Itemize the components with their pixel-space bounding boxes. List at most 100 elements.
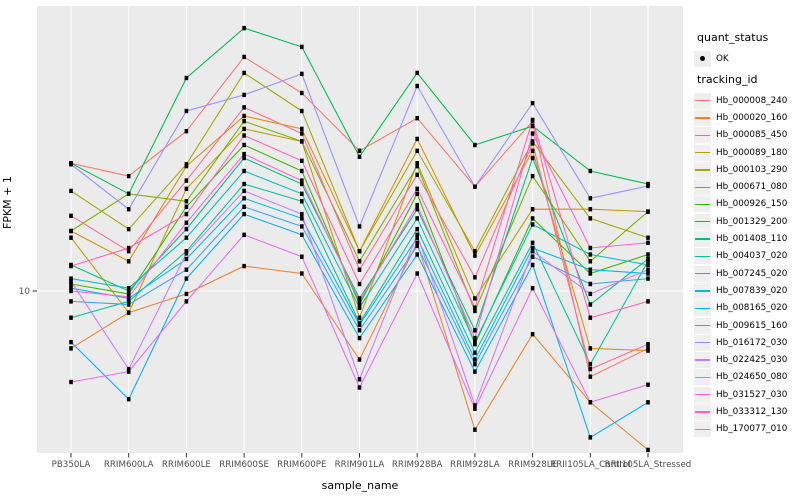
legend-item-Hb_000089_180: Hb_000089_180 bbox=[694, 144, 800, 161]
data-point bbox=[646, 267, 650, 272]
data-point bbox=[530, 240, 535, 245]
data-point bbox=[588, 216, 593, 221]
data-point bbox=[242, 211, 246, 217]
data-point bbox=[126, 310, 131, 315]
data-point bbox=[588, 267, 593, 272]
legend-key-box bbox=[694, 282, 711, 299]
data-point bbox=[415, 216, 419, 221]
data-point bbox=[588, 302, 593, 307]
data-point bbox=[646, 209, 650, 214]
data-point bbox=[473, 427, 477, 432]
x-axis-title: sample_name bbox=[321, 479, 399, 492]
legend-item-Hb_000926_150: Hb_000926_150 bbox=[694, 196, 800, 213]
data-point bbox=[242, 54, 246, 60]
data-point bbox=[184, 204, 189, 209]
data-point bbox=[646, 259, 650, 264]
legend-item-Hb_001408_110: Hb_001408_110 bbox=[694, 230, 800, 248]
x-tick-label: RRIM600PE bbox=[277, 460, 326, 470]
data-point bbox=[415, 191, 419, 196]
legend-item-label: Hb_007245_020 bbox=[716, 268, 788, 279]
data-point bbox=[415, 235, 419, 240]
data-point bbox=[530, 155, 535, 161]
legend-key-box bbox=[694, 127, 711, 144]
legend-item-label: Hb_022425_030 bbox=[716, 355, 788, 366]
data-point bbox=[473, 362, 477, 367]
data-point bbox=[126, 207, 131, 212]
legend-tracking-title: tracking_id bbox=[697, 73, 758, 86]
data-point bbox=[357, 281, 362, 287]
data-point bbox=[242, 70, 246, 76]
data-point bbox=[184, 211, 189, 217]
data-point bbox=[69, 228, 73, 234]
data-point bbox=[530, 262, 535, 268]
data-point bbox=[69, 263, 73, 269]
data-point bbox=[357, 296, 362, 301]
data-point bbox=[300, 191, 304, 196]
data-point bbox=[530, 254, 535, 259]
data-point bbox=[300, 271, 304, 276]
legend-key-box bbox=[694, 386, 711, 403]
data-point bbox=[646, 271, 650, 276]
data-point bbox=[530, 148, 535, 153]
data-point bbox=[357, 299, 362, 304]
legend-key-box bbox=[694, 50, 711, 67]
data-point bbox=[184, 186, 189, 191]
legend-line-swatch bbox=[695, 203, 710, 206]
data-point bbox=[473, 335, 477, 341]
data-point bbox=[415, 203, 419, 208]
legend-item-label: Hb_000020_160 bbox=[716, 112, 788, 123]
data-point bbox=[357, 249, 362, 254]
data-point bbox=[126, 173, 131, 179]
data-point bbox=[300, 158, 304, 163]
data-point bbox=[588, 245, 593, 251]
legend-line-swatch bbox=[695, 117, 710, 119]
data-point bbox=[530, 100, 535, 106]
data-point bbox=[184, 226, 189, 232]
x-tick-label: RRII105LA_Stressed bbox=[605, 460, 692, 470]
data-point bbox=[473, 296, 477, 301]
data-point bbox=[184, 178, 189, 183]
data-point bbox=[473, 249, 477, 254]
data-point bbox=[588, 259, 593, 264]
data-point bbox=[415, 83, 419, 89]
data-point bbox=[473, 369, 477, 374]
data-point bbox=[126, 249, 131, 254]
data-point bbox=[184, 129, 189, 134]
data-point bbox=[69, 288, 73, 294]
data-point bbox=[126, 302, 131, 307]
data-point bbox=[588, 374, 593, 379]
data-point bbox=[300, 90, 304, 96]
data-point bbox=[415, 232, 419, 237]
data-point bbox=[69, 379, 73, 385]
data-point bbox=[588, 196, 593, 201]
legend-key-box bbox=[694, 317, 711, 334]
legend-item-label: Hb_004037_020 bbox=[716, 251, 788, 262]
data-point bbox=[126, 286, 131, 291]
data-point bbox=[646, 447, 650, 453]
legend-key-box bbox=[694, 179, 711, 196]
data-point bbox=[184, 251, 189, 256]
legend-line-swatch bbox=[695, 376, 710, 379]
data-point bbox=[530, 141, 535, 146]
data-point bbox=[530, 216, 535, 221]
data-point bbox=[300, 178, 304, 183]
legend-line-swatch bbox=[695, 186, 710, 188]
data-point bbox=[473, 357, 477, 362]
data-point bbox=[69, 315, 73, 320]
y-tick-label: 10 bbox=[19, 287, 31, 297]
data-point bbox=[646, 183, 650, 189]
legend-item-Hb_033312_130: Hb_033312_130 bbox=[694, 403, 800, 420]
legend-key-box bbox=[694, 369, 711, 386]
legend-key-box bbox=[694, 144, 711, 161]
data-point bbox=[357, 335, 362, 341]
data-point bbox=[415, 271, 419, 276]
legend-item-label: Hb_000085_450 bbox=[716, 130, 788, 141]
data-point bbox=[242, 151, 246, 157]
data-point bbox=[69, 235, 73, 240]
x-tick-label: RRIM600LA bbox=[104, 460, 154, 470]
x-tick-label: PB350LA bbox=[52, 460, 91, 470]
data-point bbox=[415, 148, 419, 153]
data-point bbox=[473, 350, 477, 355]
data-point bbox=[530, 286, 535, 291]
